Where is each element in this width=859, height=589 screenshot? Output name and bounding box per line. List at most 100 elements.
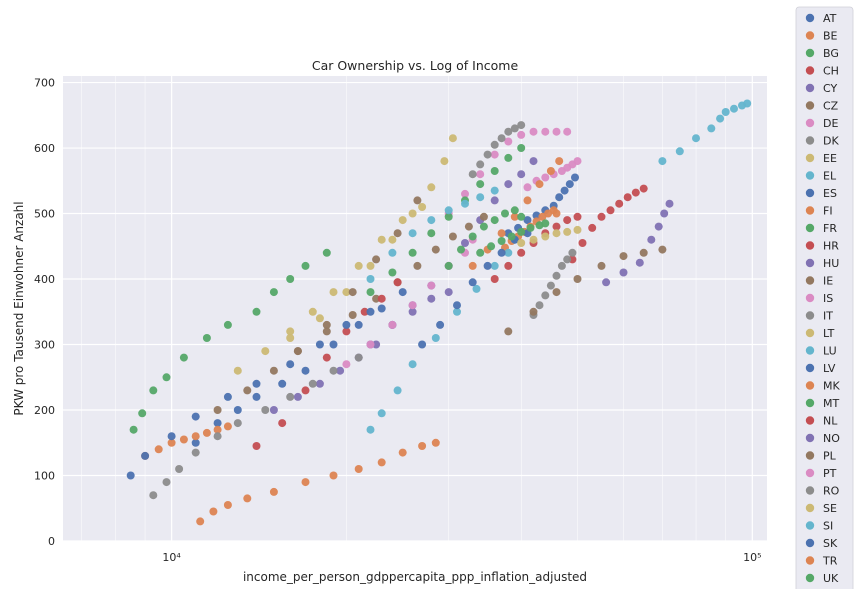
legend-marker [805, 276, 815, 285]
data-point [233, 406, 242, 414]
data-point [179, 353, 188, 362]
legend: AT BE BG CH CY CZ DE DK EE EL ES FI FR HR HU IE IS IT LT LU… [795, 6, 854, 589]
data-point [342, 320, 351, 329]
data-point [490, 216, 499, 225]
legend-marker [805, 66, 815, 75]
data-point [354, 320, 363, 329]
data-point [252, 379, 261, 388]
data-point [510, 124, 519, 133]
data-point [261, 406, 270, 414]
data-point [490, 196, 499, 205]
data-point [223, 392, 232, 401]
legend-marker [805, 486, 815, 495]
data-point [468, 261, 477, 270]
data-point [635, 258, 644, 267]
data-point [413, 196, 422, 205]
data-point [716, 114, 725, 123]
legend-label: SE [823, 502, 837, 515]
data-point [504, 327, 513, 336]
data-point [444, 288, 453, 297]
legend-marker [805, 293, 815, 303]
legend-marker [805, 381, 815, 390]
data-point [743, 99, 752, 108]
data-point [427, 216, 436, 225]
data-point [517, 144, 526, 152]
legend-marker [805, 48, 815, 58]
data-point [175, 465, 184, 473]
legend-label: HU [823, 257, 839, 270]
legend-label: NO [823, 432, 840, 445]
data-point [468, 232, 477, 241]
data-point [223, 501, 232, 509]
data-point [366, 340, 375, 349]
data-point [602, 278, 611, 287]
y-axis-title: PKW pro Tausend Einwohner Anzahl [12, 201, 26, 415]
data-point [440, 157, 449, 166]
data-point [167, 432, 176, 441]
data-point [606, 206, 615, 215]
data-point [573, 275, 582, 283]
data-point [366, 288, 375, 297]
data-point [431, 438, 440, 447]
data-point [372, 340, 381, 349]
legend-frame [795, 6, 854, 589]
data-point [487, 242, 496, 251]
legend-marker [805, 451, 815, 460]
data-point [431, 334, 440, 342]
data-point [464, 222, 473, 231]
data-point [623, 193, 632, 202]
data-points [126, 99, 752, 526]
data-point [563, 216, 572, 225]
legend-marker [805, 416, 815, 425]
data-point [393, 386, 402, 395]
data-point [322, 320, 331, 329]
data-point [315, 379, 324, 388]
data-point [523, 216, 532, 225]
data-point [552, 229, 561, 238]
legend-label: BG [823, 47, 839, 60]
legend-label: DE [823, 117, 838, 130]
data-point [560, 186, 569, 195]
data-point [529, 127, 538, 136]
data-point [286, 334, 295, 342]
data-point [354, 261, 363, 270]
data-point [269, 487, 278, 496]
data-point [413, 261, 422, 270]
data-point [557, 261, 566, 270]
data-point [654, 222, 663, 231]
data-point [472, 284, 481, 293]
data-point [517, 248, 526, 257]
data-point [510, 212, 519, 221]
data-point [479, 222, 488, 231]
legend-label: SI [823, 520, 833, 533]
data-point [377, 409, 386, 418]
data-point [468, 278, 477, 287]
legend-label: LV [823, 362, 836, 375]
data-point [504, 261, 513, 270]
data-point [329, 340, 338, 349]
data-point [418, 442, 427, 450]
legend-label: ES [823, 187, 837, 200]
data-point [191, 448, 200, 457]
data-point [202, 334, 211, 342]
legend-label: CZ [823, 100, 839, 113]
data-point [398, 288, 407, 297]
data-point [388, 235, 397, 244]
data-point [639, 248, 648, 257]
data-point [408, 360, 417, 369]
data-point [233, 366, 242, 375]
data-point [301, 366, 310, 375]
legend-label: MT [823, 397, 839, 410]
legend-label: SK [823, 537, 838, 550]
data-point [476, 180, 485, 189]
data-point [529, 235, 538, 244]
data-point [573, 212, 582, 221]
data-point [418, 203, 427, 211]
data-point [639, 184, 648, 193]
legend-marker [805, 13, 815, 23]
data-point [408, 307, 417, 316]
data-point [233, 419, 242, 428]
data-point [286, 360, 295, 369]
legend-marker [805, 258, 815, 268]
legend-marker [805, 538, 815, 548]
